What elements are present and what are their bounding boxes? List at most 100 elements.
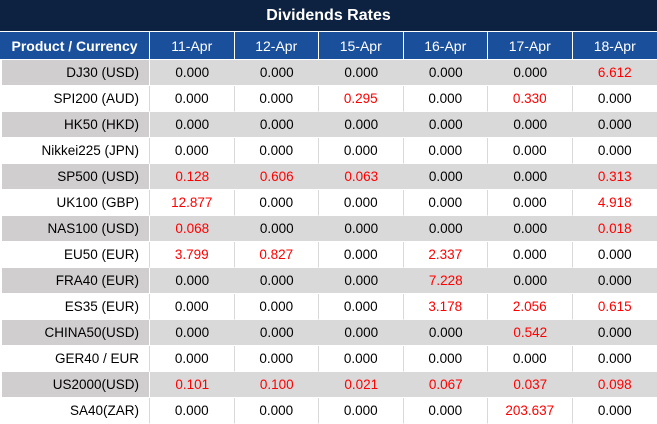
product-cell: SA40(ZAR) (0, 398, 150, 424)
value-cell: 0.000 (572, 268, 657, 294)
value-cell: 3.799 (150, 242, 235, 268)
table-row: SA40(ZAR) 0.000 0.000 0.000 0.000 203.637 0.00… (0, 398, 657, 424)
product-cell: EU50 (EUR) (0, 242, 150, 268)
column-header-date: 18-Apr (572, 32, 657, 60)
value-cell: 7.228 (403, 268, 488, 294)
value-cell: 0.000 (403, 320, 488, 346)
product-cell: NAS100 (USD) (0, 216, 150, 242)
value-cell: 0.000 (150, 294, 235, 320)
value-cell: 4.918 (572, 190, 657, 216)
column-header-date: 11-Apr (150, 32, 235, 60)
value-cell: 0.018 (572, 216, 657, 242)
table-row: CHINA50(USD) 0.000 0.000 0.000 0.000 0.542 0.0… (0, 320, 657, 346)
table-row: HK50 (HKD) 0.000 0.000 0.000 0.000 0.000 0.000 (0, 112, 657, 138)
column-header-date: 17-Apr (488, 32, 573, 60)
column-header-date: 16-Apr (403, 32, 488, 60)
product-cell: ES35 (EUR) (0, 294, 150, 320)
value-cell: 2.337 (403, 242, 488, 268)
value-cell: 0.827 (234, 242, 319, 268)
value-cell: 0.000 (150, 86, 235, 112)
value-cell: 0.000 (150, 346, 235, 372)
value-cell: 0.000 (572, 320, 657, 346)
product-cell: FRA40 (EUR) (0, 268, 150, 294)
value-cell: 0.000 (150, 398, 235, 424)
value-cell: 0.000 (488, 216, 573, 242)
value-cell: 0.000 (319, 294, 404, 320)
column-header-date: 15-Apr (319, 32, 404, 60)
value-cell: 0.542 (488, 320, 573, 346)
value-cell: 0.000 (150, 112, 235, 138)
table-title-bar: Dividends Rates (0, 0, 657, 32)
value-cell: 0.000 (488, 60, 573, 86)
value-cell: 0.100 (234, 372, 319, 398)
value-cell: 0.000 (403, 190, 488, 216)
value-cell: 0.000 (319, 242, 404, 268)
product-cell: US2000(USD) (0, 372, 150, 398)
table-row: GER40 / EUR 0.000 0.000 0.000 0.000 0.000 0.00… (0, 346, 657, 372)
table-row: Nikkei225 (JPN) 0.000 0.000 0.000 0.000 0.000… (0, 138, 657, 164)
value-cell: 0.000 (234, 294, 319, 320)
column-header-date: 12-Apr (234, 32, 319, 60)
dividends-rates-table: Product / Currency 11-Apr 12-Apr 15-Apr … (0, 32, 657, 424)
value-cell: 0.000 (403, 86, 488, 112)
value-cell: 0.000 (234, 190, 319, 216)
product-cell: SPI200 (AUD) (0, 86, 150, 112)
value-cell: 0.000 (319, 216, 404, 242)
value-cell: 0.000 (234, 398, 319, 424)
table-title: Dividends Rates (266, 6, 391, 24)
product-cell: Nikkei225 (JPN) (0, 138, 150, 164)
value-cell: 0.000 (572, 242, 657, 268)
table-row: ES35 (EUR) 0.000 0.000 0.000 3.178 2.056 0.615 (0, 294, 657, 320)
value-cell: 0.000 (150, 320, 235, 346)
value-cell: 0.000 (572, 112, 657, 138)
table-row: NAS100 (USD) 0.068 0.000 0.000 0.000 0.000 0.0… (0, 216, 657, 242)
value-cell: 0.000 (403, 112, 488, 138)
value-cell: 0.000 (234, 112, 319, 138)
value-cell: 0.037 (488, 372, 573, 398)
value-cell: 0.000 (319, 346, 404, 372)
value-cell: 12.877 (150, 190, 235, 216)
value-cell: 0.000 (234, 346, 319, 372)
value-cell: 0.000 (319, 190, 404, 216)
value-cell: 0.000 (150, 268, 235, 294)
value-cell: 0.000 (234, 138, 319, 164)
product-cell: CHINA50(USD) (0, 320, 150, 346)
value-cell: 0.000 (572, 346, 657, 372)
value-cell: 0.000 (234, 86, 319, 112)
value-cell: 0.000 (150, 138, 235, 164)
value-cell: 203.637 (488, 398, 573, 424)
product-cell: HK50 (HKD) (0, 112, 150, 138)
value-cell: 0.000 (234, 320, 319, 346)
value-cell: 3.178 (403, 294, 488, 320)
value-cell: 0.000 (572, 138, 657, 164)
value-cell: 0.000 (234, 60, 319, 86)
table-row: DJ30 (USD) 0.000 0.000 0.000 0.000 0.000 6.612 (0, 60, 657, 86)
value-cell: 0.000 (234, 268, 319, 294)
value-cell: 0.000 (488, 268, 573, 294)
value-cell: 0.000 (488, 242, 573, 268)
header-row: Product / Currency 11-Apr 12-Apr 15-Apr … (0, 32, 657, 60)
value-cell: 0.128 (150, 164, 235, 190)
value-cell: 0.000 (319, 268, 404, 294)
value-cell: 0.000 (319, 112, 404, 138)
value-cell: 0.000 (403, 164, 488, 190)
product-cell: UK100 (GBP) (0, 190, 150, 216)
value-cell: 0.000 (488, 164, 573, 190)
value-cell: 0.068 (150, 216, 235, 242)
value-cell: 0.330 (488, 86, 573, 112)
value-cell: 0.101 (150, 372, 235, 398)
table-body: DJ30 (USD) 0.000 0.000 0.000 0.000 0.000 6.612… (0, 60, 657, 424)
table-row: SP500 (USD) 0.128 0.606 0.063 0.000 0.000 0.31… (0, 164, 657, 190)
value-cell: 0.000 (319, 138, 404, 164)
value-cell: 0.000 (488, 112, 573, 138)
value-cell: 0.000 (319, 398, 404, 424)
value-cell: 0.000 (488, 346, 573, 372)
value-cell: 6.612 (572, 60, 657, 86)
value-cell: 0.000 (319, 60, 404, 86)
value-cell: 2.056 (488, 294, 573, 320)
product-cell: SP500 (USD) (0, 164, 150, 190)
value-cell: 0.021 (319, 372, 404, 398)
table-row: FRA40 (EUR) 0.000 0.000 0.000 7.228 0.000 0.00… (0, 268, 657, 294)
product-cell: GER40 / EUR (0, 346, 150, 372)
value-cell: 0.295 (319, 86, 404, 112)
